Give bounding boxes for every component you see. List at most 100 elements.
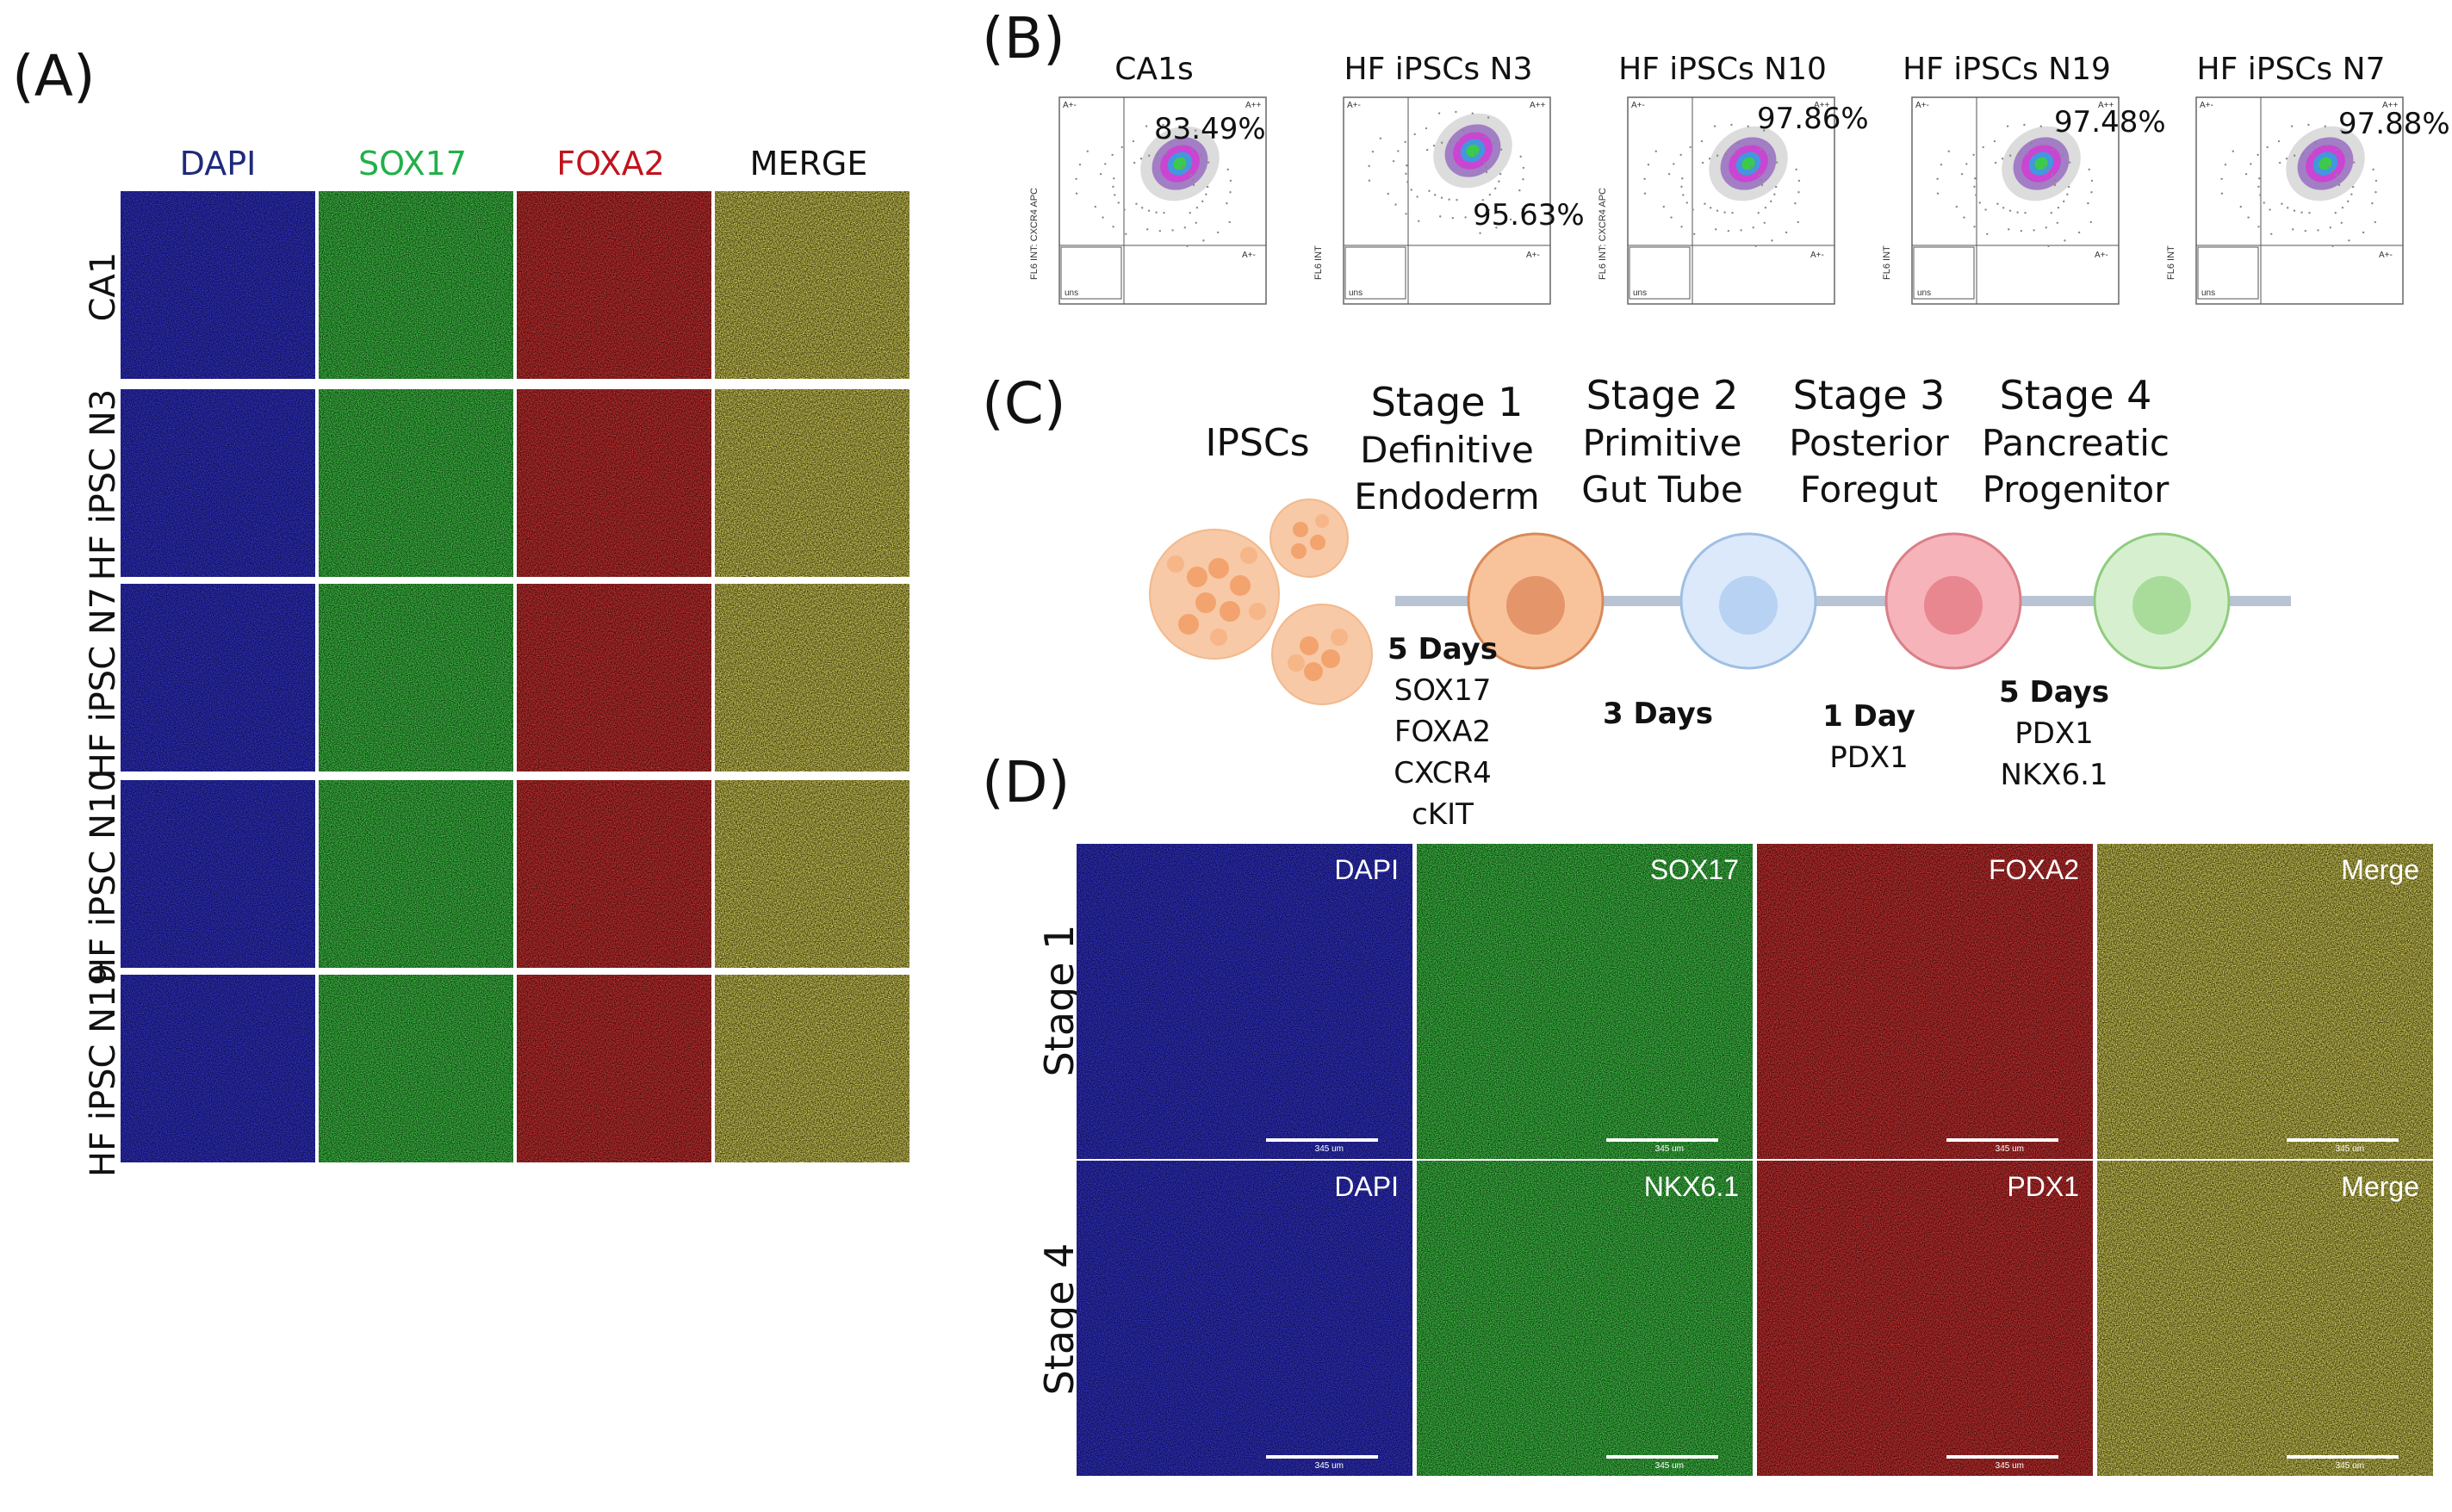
stage1-cell	[1467, 532, 1605, 670]
channel-label: FOXA2	[1989, 854, 2079, 885]
quadrant-label-lr: A+-	[2095, 251, 2108, 260]
quadrant-label-ur: A++	[1530, 101, 1546, 110]
quadrant-label-lr: A+-	[1242, 251, 1256, 260]
panel-a-image-r1-sox17	[319, 389, 513, 577]
flow-plot-percentage-3: 97.48%	[2054, 105, 2166, 139]
scale-bar	[1266, 1138, 1378, 1142]
flow-plot-ylabel: FL6 INT	[1313, 245, 1324, 280]
panel-d-label: (D)	[982, 749, 1071, 815]
marker-ckit: cKIT	[1412, 797, 1474, 832]
differentiation-diagram	[1149, 499, 2291, 705]
duration-stage1-days: 5 Days	[1387, 632, 1498, 666]
micrograph-texture	[319, 584, 513, 771]
event-cloud	[1368, 110, 1525, 234]
col-header-dapi: DAPI	[179, 145, 257, 183]
unstained-gate	[1913, 246, 1975, 300]
flow-plot-ylabel: FL6 INT: CXCR4 APC	[1598, 188, 1608, 280]
stage-label-1: Stage 1 Definitive Endoderm	[1352, 379, 1542, 520]
micrograph-texture	[319, 191, 513, 379]
micrograph-texture	[1077, 1161, 1412, 1476]
micrograph-texture	[517, 780, 711, 968]
panel-a-image-r0-merge	[715, 191, 909, 379]
col-header-foxa2: FOXA2	[556, 145, 665, 183]
panel-a-label: (A)	[12, 43, 96, 109]
flow-plot-percentage-1: 95.63%	[1473, 198, 1585, 232]
panel-b-label: (B)	[982, 5, 1065, 71]
stage-name: Stage 3	[1792, 372, 1946, 418]
duration-stage3: 1 Day PDX1	[1804, 696, 1934, 778]
quadrant-label-ll: uns	[1065, 288, 1078, 298]
panel-a-image-r4-sox17	[319, 975, 513, 1162]
event-cloud	[1643, 123, 1801, 247]
unstained-gate	[1060, 246, 1122, 300]
event-cloud	[2220, 123, 2378, 247]
flow-plot-title-2: HF iPSCs N10	[1618, 52, 1827, 87]
duration-stage4: 5 Days PDX1 NKX6.1	[1990, 672, 2119, 796]
micrograph-texture	[319, 780, 513, 968]
panel-a-image-r4-merge	[715, 975, 909, 1162]
micrograph-texture	[2097, 844, 2433, 1159]
stage-name: Stage 4	[1999, 372, 2152, 418]
quadrant-label-ul: A+-	[1347, 101, 1361, 110]
channel-label: DAPI	[1334, 854, 1399, 885]
stage-desc-line1: Posterior	[1789, 422, 1949, 464]
duration-stage1: 5 Days SOX17 FOXA2 CXCR4 cKIT	[1378, 629, 1507, 835]
panel-a-image-r1-dapi	[121, 389, 315, 577]
panel-a-image-r3-sox17	[319, 780, 513, 968]
panel-c-label: (C)	[982, 370, 1066, 437]
quadrant-label-ur: A++	[1814, 101, 1830, 110]
panel-a-image-r0-sox17	[319, 191, 513, 379]
stage4-cell	[2093, 532, 2231, 670]
scale-bar	[1946, 1455, 2058, 1459]
micrograph-texture	[1757, 1161, 2093, 1476]
marker-pdx1-stage3: PDX1	[1829, 741, 1909, 775]
micrograph-texture	[715, 975, 909, 1162]
row-label-stage1: Stage 1	[1036, 924, 1083, 1077]
flow-plot-1: A+- A++ A+- uns FL6 INT	[1313, 96, 1551, 305]
stage-desc-line1: Pancreatic	[1981, 422, 2170, 464]
channel-label: Merge	[2341, 1171, 2419, 1202]
quadrant-label-ur: A++	[2382, 101, 2399, 110]
micrograph-texture	[715, 191, 909, 379]
quadrant-label-ll: uns	[2201, 288, 2215, 298]
row-label-n19: HF iPSC N19	[84, 964, 123, 1177]
scale-bar	[1606, 1138, 1718, 1142]
flow-plot-0: A+- A++ A+- uns FL6 INT: CXCR4 APC	[1029, 96, 1267, 305]
ipsc-cluster-large	[1149, 529, 1280, 660]
flow-plot-title-1: HF iPSCs N3	[1344, 52, 1533, 87]
unstained-gate	[1344, 246, 1406, 300]
micrograph-texture	[715, 780, 909, 968]
flow-plot-frame	[1343, 96, 1551, 305]
flow-plot-frame	[1627, 96, 1835, 305]
stage-desc-line2: Foregut	[1799, 468, 1939, 511]
micrograph-texture	[715, 389, 909, 577]
flow-plot-percentage-2: 97.86%	[1757, 102, 1869, 136]
micrograph-texture	[1077, 844, 1412, 1159]
scale-bar	[2287, 1138, 2399, 1142]
scale-bar-label: 345 um	[1314, 1144, 1344, 1154]
scale-bar	[1946, 1138, 2058, 1142]
flow-plot-ylabel: FL6 INT	[1882, 245, 1892, 280]
marker-cxcr4: CXCR4	[1394, 756, 1492, 790]
stage-label-3: Stage 3 Posterior Foregut	[1774, 372, 1964, 513]
panel-a-image-r2-merge	[715, 584, 909, 771]
panel-a-image-r3-merge	[715, 780, 909, 968]
channel-label: SOX17	[1649, 854, 1739, 885]
channel-label: DAPI	[1334, 1171, 1399, 1202]
flow-plot-title-4: HF iPSCs N7	[2196, 52, 2386, 87]
duration-stage2-days: 3 Days	[1602, 697, 1713, 731]
micrograph-texture	[2097, 1161, 2433, 1476]
flow-plot-title-0: CA1s	[1114, 52, 1194, 87]
micrograph-texture	[121, 780, 315, 968]
marker-pdx1-stage4: PDX1	[2014, 716, 2094, 751]
stage-label-4: Stage 4 Pancreatic Progenitor	[1981, 372, 2170, 513]
panel-a-image-r2-sox17	[319, 584, 513, 771]
unstained-gate	[1629, 246, 1691, 300]
panel-a-image-r1-foxa2	[517, 389, 711, 577]
panel-a-image-r2-dapi	[121, 584, 315, 771]
scale-bar-label: 345 um	[1995, 1461, 2024, 1471]
flow-plot-ylabel: FL6 INT	[2166, 245, 2176, 280]
micrograph-texture	[517, 975, 711, 1162]
flow-plot-ylabel: FL6 INT: CXCR4 APC	[1029, 188, 1040, 280]
duration-stage3-days: 1 Day	[1822, 699, 1915, 734]
